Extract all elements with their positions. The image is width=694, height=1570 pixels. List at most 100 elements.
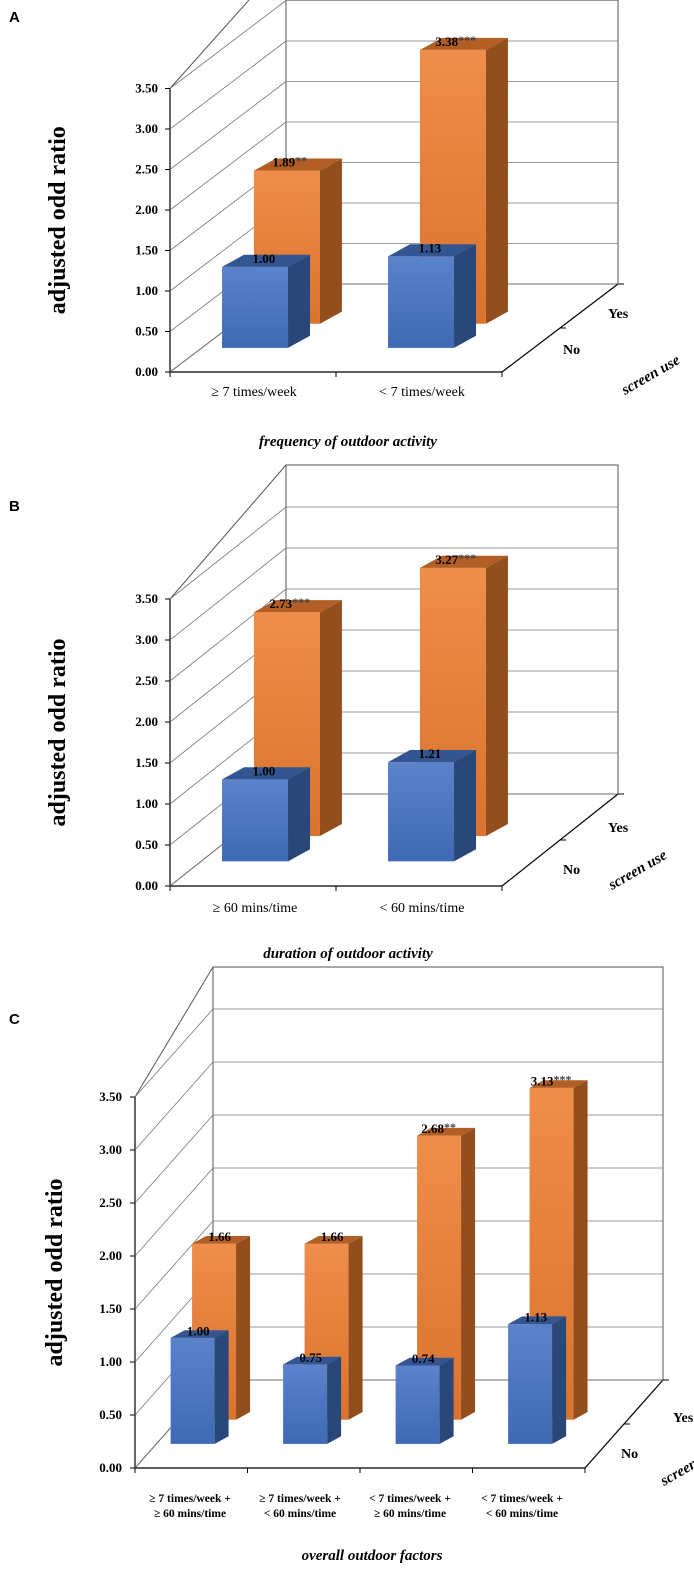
data-label-value: 1.66 xyxy=(321,1229,344,1244)
y-tick-label: 0.50 xyxy=(99,1407,122,1422)
y-tick-label: 1.00 xyxy=(135,796,158,811)
bar-top-face xyxy=(529,1080,588,1088)
data-label-value: 2.68 xyxy=(421,1121,444,1136)
data-label-value: 1.13 xyxy=(418,240,441,255)
data-label: 1.89** xyxy=(272,154,307,170)
bar-side-face xyxy=(319,158,342,324)
bar-no-2 xyxy=(388,244,477,348)
y-tick-label: 0.50 xyxy=(135,837,158,852)
bar-front-face xyxy=(508,1324,553,1444)
y-tick-label: 0.50 xyxy=(135,324,158,339)
y-tick-label: 3.50 xyxy=(135,591,158,606)
panel-letter: B xyxy=(9,498,20,515)
bar-no-4 xyxy=(508,1316,567,1444)
data-label-value: 1.00 xyxy=(187,1323,210,1338)
bar-front-face xyxy=(395,1365,440,1444)
bar-side-face xyxy=(319,600,342,837)
y-tick-label: 0.00 xyxy=(135,878,158,893)
x-category-label: ≥ 7 times/week + xyxy=(149,1493,231,1505)
significance-marker: ** xyxy=(444,1120,456,1134)
bar-no-1 xyxy=(170,1330,229,1444)
bar-top-face xyxy=(283,1356,342,1365)
bar-top-face xyxy=(222,254,311,267)
data-label: 2.68** xyxy=(421,1120,456,1136)
panel-letter: C xyxy=(9,1011,20,1028)
data-label-value: 1.21 xyxy=(418,746,441,761)
bar-top-face xyxy=(192,1236,251,1244)
x-axis-title: frequency of outdoor activity xyxy=(259,434,437,450)
bar-front-face xyxy=(283,1364,328,1444)
gridline-side xyxy=(134,1167,214,1257)
bar-side-face xyxy=(288,254,311,348)
y-tick-label: 1.50 xyxy=(135,243,158,258)
x-category-label: < 7 times/week + xyxy=(369,1493,451,1505)
bar-top-face xyxy=(170,1330,229,1338)
gridline-side xyxy=(169,81,287,170)
bar-no-1 xyxy=(222,254,311,348)
data-label: 3.13*** xyxy=(531,1072,572,1088)
bar-top-face xyxy=(417,1127,476,1136)
bar-side-face xyxy=(288,767,311,862)
bar-top-face xyxy=(253,158,342,171)
significance-marker: *** xyxy=(292,595,310,609)
bar-side-face xyxy=(573,1080,588,1420)
bar-side-face xyxy=(214,1330,229,1444)
significance-marker: *** xyxy=(554,1072,572,1086)
x-category-label: ≥ 60 mins/time xyxy=(154,1508,226,1520)
data-label-value: 1.00 xyxy=(252,763,275,778)
y-axis-title: adjusted odd ratio xyxy=(45,126,71,314)
z-label-no: No xyxy=(563,863,580,878)
bar-front-face xyxy=(222,779,289,862)
y-tick-label: 0.00 xyxy=(99,1460,122,1475)
bar-front-face xyxy=(222,266,289,348)
data-label: 1.13 xyxy=(418,240,441,255)
data-label: 2.73*** xyxy=(269,595,310,611)
gridline-side xyxy=(134,1114,214,1204)
bar-top-face xyxy=(508,1316,567,1325)
bar-side-face xyxy=(454,244,477,348)
bar-top-face xyxy=(395,1357,454,1366)
bar-no-2 xyxy=(283,1356,342,1444)
z-axis-title: screen use xyxy=(618,352,683,399)
y-tick-label: 2.50 xyxy=(99,1195,122,1210)
y-tick-label: 3.00 xyxy=(135,121,158,136)
z-axis-title: screen use xyxy=(657,1443,694,1490)
bar-side-face xyxy=(348,1236,363,1420)
data-label: 3.38*** xyxy=(435,33,476,49)
data-label: 1.00 xyxy=(252,251,275,266)
bar-front-face xyxy=(388,762,455,862)
bar-front-face xyxy=(170,1337,215,1444)
y-tick-label: 2.50 xyxy=(135,673,158,688)
y-axis-title: adjusted odd ratio xyxy=(42,1178,68,1366)
data-label-value: 2.73 xyxy=(269,596,292,611)
side-wall-top-edge xyxy=(134,966,214,1098)
x-category-label: ≥ 60 mins/time xyxy=(213,901,298,916)
significance-marker: ** xyxy=(295,154,307,168)
gridline-side xyxy=(169,506,287,600)
data-label-value: 3.13 xyxy=(531,1073,554,1088)
y-tick-label: 3.50 xyxy=(99,1089,122,1104)
data-label-value: 3.38 xyxy=(435,34,458,49)
data-label-value: 1.66 xyxy=(208,1229,231,1244)
bar-top-face xyxy=(419,37,508,50)
bar-no-2 xyxy=(388,750,477,862)
bar-top-face xyxy=(388,750,477,763)
bar-side-face xyxy=(327,1356,342,1444)
data-label: 3.27*** xyxy=(435,551,476,567)
x-category-label: < 60 mins/time xyxy=(486,1508,558,1520)
bar-top-face xyxy=(388,244,477,257)
x-category-label: ≥ 60 mins/time xyxy=(374,1508,446,1520)
data-label: 0.75 xyxy=(299,1350,322,1365)
chart-panel-b: B0.000.501.001.502.002.503.003.50 2.73***… xyxy=(9,464,670,962)
gridline-side xyxy=(134,1220,214,1310)
chart-panel-c: C 0.00 0.50 1.00 1.50 2.00 2.50 3.00 3.50 1.66 1.6… xyxy=(9,966,694,1564)
y-tick-label: 2.00 xyxy=(135,202,158,217)
x-category-label: < 60 mins/time xyxy=(380,901,465,916)
bar-no-1 xyxy=(222,767,311,862)
panel-letter: A xyxy=(9,9,20,26)
gridline-side xyxy=(169,40,287,130)
bar-side-face xyxy=(439,1357,454,1444)
side-wall-top-edge xyxy=(169,464,287,600)
y-tick-label: 1.50 xyxy=(99,1301,122,1316)
